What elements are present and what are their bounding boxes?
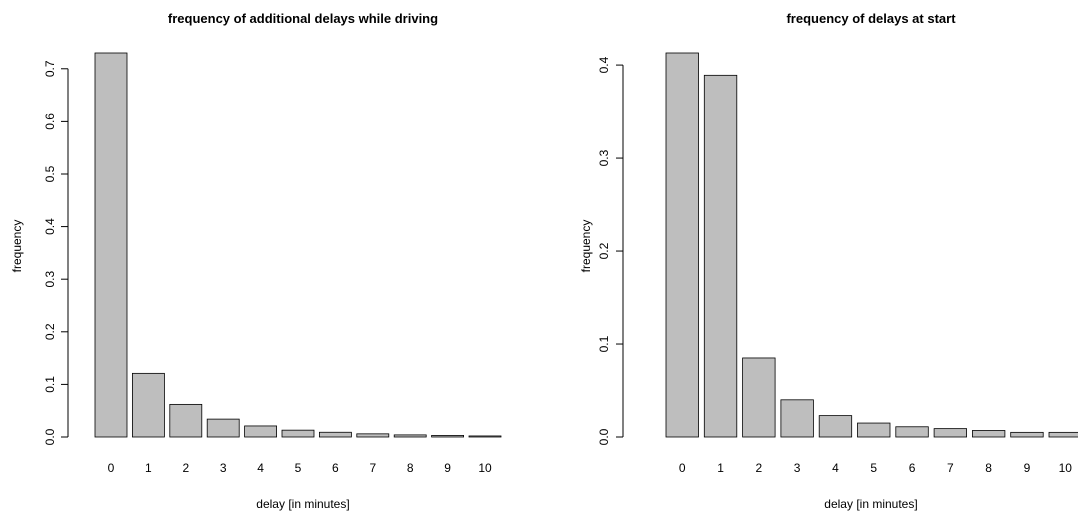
x-tick-label: 1 [717, 461, 724, 475]
chart-title: frequency of delays at start [786, 11, 956, 26]
bar-4 [818, 415, 853, 438]
y-axis-label: frequency [579, 220, 593, 273]
y-tick-label: 0.4 [597, 56, 611, 73]
x-axis-label: delay [in minutes] [824, 497, 917, 511]
y-tick-label: 0.3 [597, 149, 611, 166]
bar-9 [431, 435, 465, 438]
bar-9 [1010, 431, 1044, 438]
chart-panel-delays-at-start: frequency of delays at start delay [in m… [579, 11, 1078, 511]
x-tick-label: 8 [985, 461, 992, 475]
bar-3 [206, 418, 240, 438]
bar-1 [131, 372, 165, 438]
x-tick-label: 7 [369, 461, 376, 475]
y-axis-label: frequency [10, 220, 24, 273]
y-tick-label: 0.2 [597, 242, 611, 259]
bar-0 [665, 52, 699, 438]
y-tick-label: 0.0 [43, 428, 57, 445]
x-tick-label: 7 [947, 461, 954, 475]
x-tick-label: 5 [295, 461, 302, 475]
y-axis: 0.0 0.1 0.2 0.3 0.4 0.5 0.6 0.7 [43, 60, 69, 445]
chart-panel-additional-delays: frequency of additional delays while dri… [10, 11, 502, 511]
x-tick-label: 4 [832, 461, 839, 475]
bar-8 [393, 434, 427, 438]
x-tick-label: 3 [794, 461, 801, 475]
x-tick-label: 6 [909, 461, 916, 475]
x-tick-label: 2 [756, 461, 763, 475]
y-tick-label: 0.3 [43, 271, 57, 288]
x-axis-label: delay [in minutes] [256, 497, 349, 511]
x-tick-label: 1 [145, 461, 152, 475]
x-tick-label: 10 [478, 461, 492, 475]
bar-2 [169, 403, 203, 438]
bar-0 [94, 52, 128, 438]
bar-5 [857, 422, 891, 438]
bar-1 [703, 74, 738, 438]
x-tick-labels: 0 1 2 3 4 5 6 7 8 9 10 [108, 461, 492, 475]
y-axis: 0.0 0.1 0.2 0.3 0.4 [597, 56, 624, 445]
bar-7 [933, 428, 967, 438]
x-tick-label: 10 [1059, 461, 1073, 475]
y-tick-label: 0.6 [43, 113, 57, 130]
bar-5 [281, 429, 315, 438]
bar-4 [244, 425, 278, 438]
bar-8 [972, 430, 1006, 438]
x-tick-label: 2 [182, 461, 189, 475]
y-tick-label: 0.4 [43, 218, 57, 235]
bar-10 [1048, 431, 1078, 438]
x-tick-label: 0 [108, 461, 115, 475]
x-tick-labels: 0 1 2 3 4 5 6 7 8 9 10 [679, 461, 1072, 475]
y-tick-label: 0.0 [597, 428, 611, 445]
y-tick-label: 0.5 [43, 165, 57, 182]
y-tick-label: 0.2 [43, 323, 57, 340]
bar-2 [742, 357, 776, 438]
bar-6 [895, 426, 929, 438]
x-tick-label: 6 [332, 461, 339, 475]
bar-7 [356, 433, 390, 438]
x-tick-label: 9 [1024, 461, 1031, 475]
x-tick-label: 5 [870, 461, 877, 475]
x-tick-label: 0 [679, 461, 686, 475]
bar-3 [780, 399, 814, 438]
y-tick-label: 0.1 [43, 376, 57, 393]
x-tick-label: 8 [407, 461, 414, 475]
x-tick-label: 9 [444, 461, 451, 475]
bars [665, 52, 1078, 438]
bar-6 [318, 431, 352, 438]
chart-title: frequency of additional delays while dri… [168, 11, 438, 26]
y-tick-label: 0.1 [597, 335, 611, 352]
x-tick-label: 3 [220, 461, 227, 475]
x-tick-label: 4 [257, 461, 264, 475]
bar-10 [468, 435, 502, 438]
bars [94, 52, 502, 438]
y-tick-label: 0.7 [43, 60, 57, 77]
